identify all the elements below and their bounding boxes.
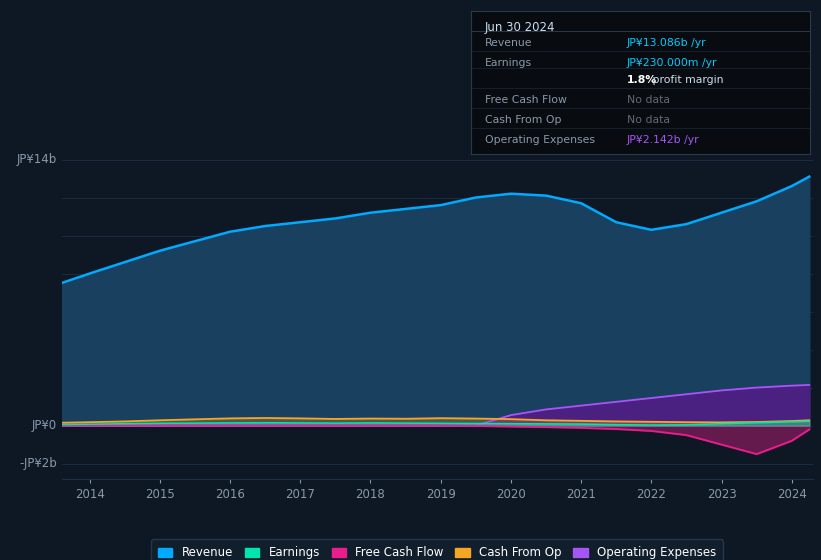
- Text: Cash From Op: Cash From Op: [484, 115, 562, 125]
- Text: Operating Expenses: Operating Expenses: [484, 135, 594, 144]
- Text: No data: No data: [627, 115, 670, 125]
- Text: No data: No data: [627, 95, 670, 105]
- Text: Jun 30 2024: Jun 30 2024: [484, 21, 555, 34]
- Legend: Revenue, Earnings, Free Cash Flow, Cash From Op, Operating Expenses: Revenue, Earnings, Free Cash Flow, Cash …: [151, 539, 723, 560]
- Text: JP¥2.142b /yr: JP¥2.142b /yr: [627, 135, 699, 144]
- Text: profit margin: profit margin: [649, 74, 723, 85]
- Text: -JP¥2b: -JP¥2b: [20, 457, 57, 470]
- Text: Earnings: Earnings: [484, 58, 532, 68]
- Text: JP¥0: JP¥0: [32, 419, 57, 432]
- Text: JP¥230.000m /yr: JP¥230.000m /yr: [627, 58, 718, 68]
- Text: JP¥13.086b /yr: JP¥13.086b /yr: [627, 38, 707, 48]
- Text: JP¥14b: JP¥14b: [16, 153, 57, 166]
- Text: Free Cash Flow: Free Cash Flow: [484, 95, 566, 105]
- Text: Revenue: Revenue: [484, 38, 532, 48]
- Text: 1.8%: 1.8%: [627, 74, 657, 85]
